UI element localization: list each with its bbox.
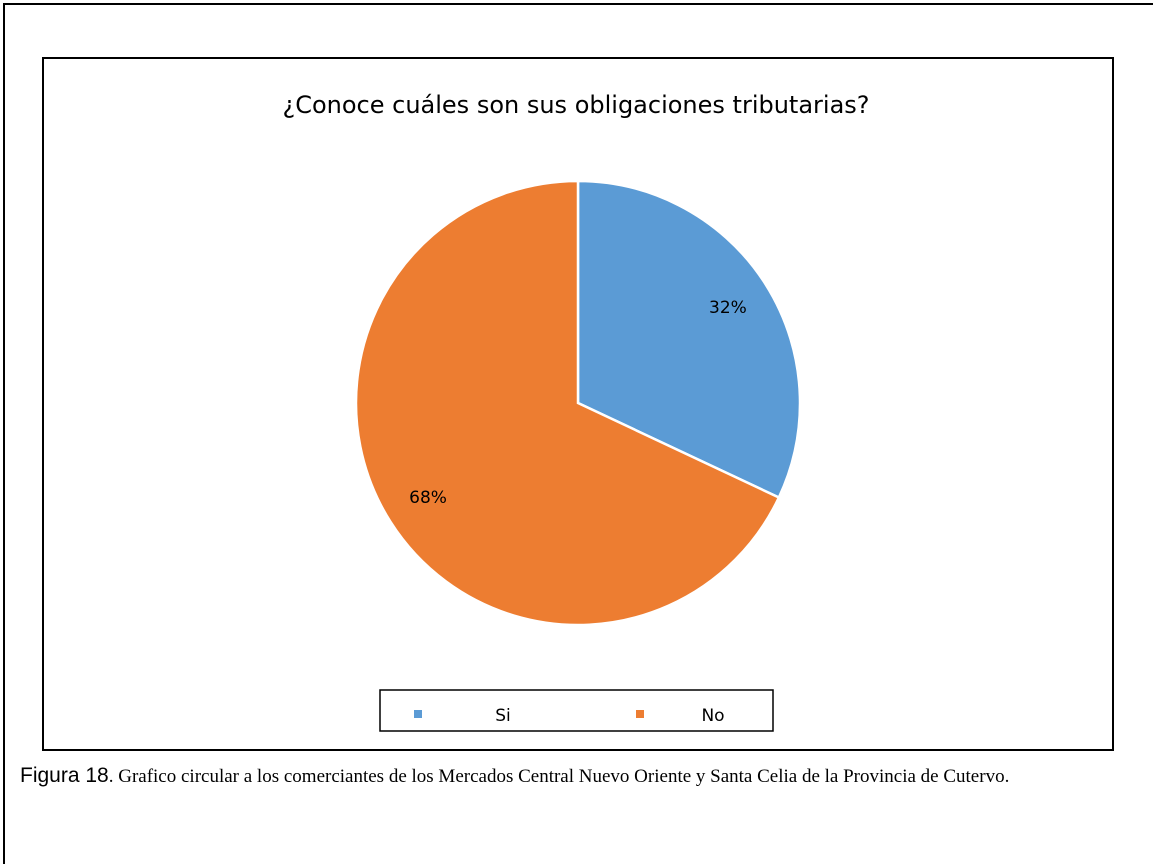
data-label: 32% (709, 298, 747, 318)
chart-title: ¿Conoce cuáles son sus obligaciones trib… (282, 91, 869, 119)
pie-slice (354, 179, 781, 627)
legend-label: Si (495, 706, 511, 726)
pie-slice (576, 179, 802, 500)
caption: Figura 18. Grafico circular a los comerc… (20, 762, 1122, 790)
caption-label: Figura 18 (20, 764, 109, 787)
data-label: 68% (409, 488, 447, 508)
caption-text: . Grafico circular a los comerciantes de… (108, 766, 1010, 787)
legend-marker (636, 710, 644, 718)
page-frame (3, 3, 1153, 864)
legend-marker (414, 710, 422, 718)
legend-label: No (701, 706, 724, 726)
legend (379, 689, 774, 732)
